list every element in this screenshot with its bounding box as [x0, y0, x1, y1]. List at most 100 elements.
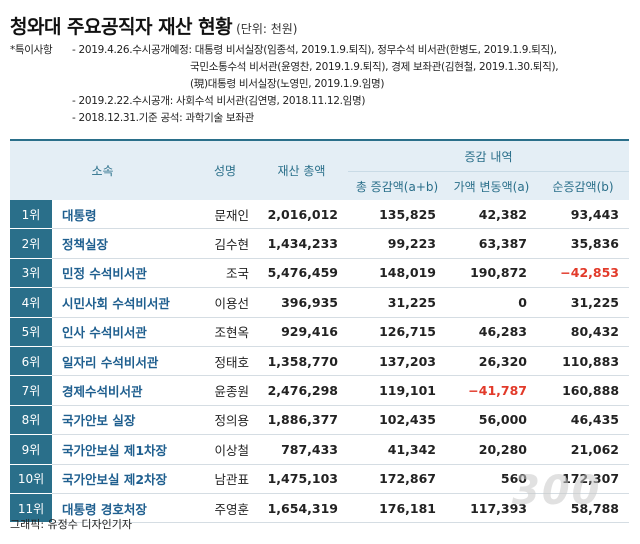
- rank-cell: 3위: [10, 258, 52, 289]
- table-body: 1위 대통령 문재인 2,016,012 135,825 42,382 93,443 2위 정책…: [10, 200, 630, 524]
- total-cell: 1,358,770: [255, 346, 348, 377]
- change-net-cell: 160,888: [537, 375, 630, 406]
- table-row: 8위 국가안보 실장 정의용 1,886,377 102,435 56,000 46,435: [10, 405, 630, 436]
- total-cell: 2,016,012: [255, 200, 348, 230]
- table-row: 3위 민정 수석비서관 조국 5,476,459 148,019 190,872 −42,8…: [10, 258, 630, 289]
- note-line: - 2019.2.22.수시공개: 사회수석 비서관(김연명, 2018.11.…: [72, 95, 366, 107]
- org-cell: 민정 수석비서관: [52, 258, 195, 289]
- credit: 그래픽: 유정수 디자인기자: [10, 518, 133, 531]
- name-cell: 정의용: [195, 405, 255, 436]
- header-change-price: 가액 변동액(a): [446, 171, 537, 200]
- name-cell: 이상철: [195, 434, 255, 465]
- table-row: 7위 경제수석비서관 윤종원 2,476,298 119,101 −41,787 160,8…: [10, 375, 630, 406]
- table-row: 6위 일자리 수석비서관 정태호 1,358,770 137,203 26,320 110,…: [10, 346, 630, 377]
- org-cell: 국가안보실 제1차장: [52, 434, 195, 465]
- table-row: 4위 시민사회 수석비서관 이용선 396,935 31,225 0 31,225: [10, 287, 630, 318]
- change-net-cell: 35,836: [537, 228, 630, 259]
- change-total-cell: 176,181: [348, 493, 446, 524]
- rank-cell: 5위: [10, 317, 52, 347]
- change-total-cell: 137,203: [348, 346, 446, 377]
- note-line: - 2019.4.26.수시공개예정: 대통령 비서실장(임종석, 2019.1…: [72, 44, 557, 56]
- total-cell: 5,476,459: [255, 258, 348, 289]
- watermark-logo: 300: [512, 468, 602, 514]
- unit-label: (단위: 천원): [236, 22, 298, 36]
- name-cell: 조국: [195, 258, 255, 289]
- title-row: 청와대 주요공직자 재산 현황 (단위: 천원): [10, 12, 298, 39]
- change-total-cell: 99,223: [348, 228, 446, 259]
- rank-cell: 6위: [10, 346, 52, 377]
- change-price-cell: 42,382: [446, 200, 537, 230]
- header-change-total: 총 증감액(a+b): [348, 171, 446, 200]
- note-line: - 2018.12.31.기준 공석: 과학기술 보좌관: [72, 112, 254, 124]
- total-cell: 787,433: [255, 434, 348, 465]
- change-total-cell: 41,342: [348, 434, 446, 465]
- change-total-cell: 135,825: [348, 200, 446, 230]
- rank-cell: 10위: [10, 464, 52, 494]
- table-row: 11위 대통령 경호처장 주영훈 1,654,319 176,181 117,393 58,…: [10, 493, 630, 524]
- note-line: (現)대통령 비서실장(노영민, 2019.1.9.임명): [190, 78, 385, 90]
- rank-cell: 7위: [10, 375, 52, 406]
- org-cell: 대통령 경호처장: [52, 493, 195, 524]
- org-cell: 국가안보실 제2차장: [52, 464, 195, 494]
- rank-cell: 8위: [10, 405, 52, 436]
- change-price-cell: 26,320: [446, 346, 537, 377]
- change-price-cell: 0: [446, 287, 537, 318]
- org-cell: 경제수석비서관: [52, 375, 195, 406]
- change-net-cell: −42,853: [537, 258, 630, 289]
- name-cell: 조현옥: [195, 317, 255, 347]
- rank-cell: 1위: [10, 200, 52, 230]
- change-price-cell: 560: [446, 464, 537, 494]
- name-cell: 윤종원: [195, 375, 255, 406]
- org-cell: 인사 수석비서관: [52, 317, 195, 347]
- rank-cell: 2위: [10, 228, 52, 259]
- org-cell: 일자리 수석비서관: [52, 346, 195, 377]
- total-cell: 2,476,298: [255, 375, 348, 406]
- change-price-cell: 190,872: [446, 258, 537, 289]
- table-row: 1위 대통령 문재인 2,016,012 135,825 42,382 93,443: [10, 200, 630, 230]
- change-net-cell: 80,432: [537, 317, 630, 347]
- page-title: 청와대 주요공직자 재산 현황: [10, 16, 233, 38]
- org-cell: 국가안보 실장: [52, 405, 195, 436]
- asset-table: 소속 성명 재산 총액 증감 내역 총 증감액(a+b) 가액 변동액(a) 순…: [10, 139, 630, 524]
- change-price-cell: 56,000: [446, 405, 537, 436]
- change-net-cell: 172,307: [537, 464, 630, 494]
- change-price-cell: 63,387: [446, 228, 537, 259]
- org-cell: 대통령: [52, 200, 195, 230]
- name-cell: 남관표: [195, 464, 255, 494]
- change-price-cell: 20,280: [446, 434, 537, 465]
- total-cell: 1,434,233: [255, 228, 348, 259]
- total-cell: 929,416: [255, 317, 348, 347]
- total-cell: 1,886,377: [255, 405, 348, 436]
- table-row: 10위 국가안보실 제2차장 남관표 1,475,103 172,867 560 172,3…: [10, 464, 630, 494]
- change-total-cell: 126,715: [348, 317, 446, 347]
- header-change-net: 순증감액(b): [537, 171, 630, 200]
- change-net-cell: 31,225: [537, 287, 630, 318]
- change-price-cell: −41,787: [446, 375, 537, 406]
- total-cell: 1,475,103: [255, 464, 348, 494]
- change-net-cell: 93,443: [537, 200, 630, 230]
- table-row: 9위 국가안보실 제1차장 이상철 787,433 41,342 20,280 21,062: [10, 434, 630, 465]
- change-total-cell: 148,019: [348, 258, 446, 289]
- total-cell: 1,654,319: [255, 493, 348, 524]
- note-line: 국민소통수석 비서관(윤영찬, 2019.1.9.퇴직), 경제 보좌관(김현철…: [190, 61, 559, 73]
- header-org: 소속: [10, 139, 195, 200]
- table-row: 5위 인사 수석비서관 조현옥 929,416 126,715 46,283 80,432: [10, 317, 630, 347]
- total-cell: 396,935: [255, 287, 348, 318]
- change-total-cell: 172,867: [348, 464, 446, 494]
- change-total-cell: 31,225: [348, 287, 446, 318]
- change-net-cell: 46,435: [537, 405, 630, 436]
- change-price-cell: 46,283: [446, 317, 537, 347]
- header-change-group: 증감 내역: [348, 139, 630, 172]
- rank-cell: 11위: [10, 493, 52, 524]
- org-cell: 시민사회 수석비서관: [52, 287, 195, 318]
- name-cell: 김수현: [195, 228, 255, 259]
- org-cell: 정책실장: [52, 228, 195, 259]
- change-net-cell: 58,788: [537, 493, 630, 524]
- change-total-cell: 119,101: [348, 375, 446, 406]
- name-cell: 주영훈: [195, 493, 255, 524]
- rank-cell: 9위: [10, 434, 52, 465]
- name-cell: 문재인: [195, 200, 255, 230]
- table-row: 2위 정책실장 김수현 1,434,233 99,223 63,387 35,836: [10, 228, 630, 259]
- header-total: 재산 총액: [255, 139, 348, 200]
- change-net-cell: 110,883: [537, 346, 630, 377]
